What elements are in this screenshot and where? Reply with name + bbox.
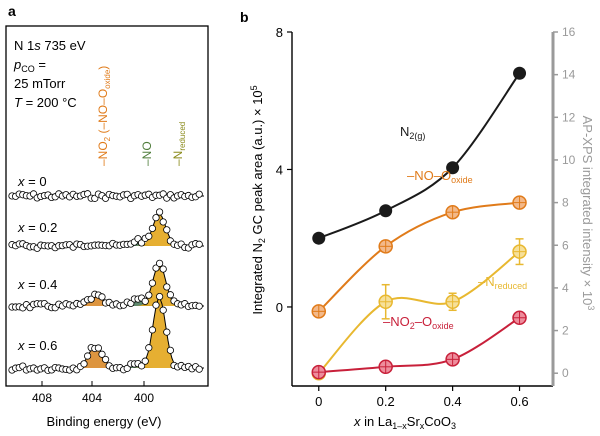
spectrum-label-x0: x = 0: [17, 174, 47, 189]
spectrum-data-point: [166, 291, 174, 299]
spectrum-data-point: [195, 190, 203, 198]
spectrum-data-point: [80, 360, 88, 368]
a-xlabel: Binding energy (eV): [47, 414, 162, 429]
chart-axes: 8 4 0 16 14 12 10 8 6 4 2 0 0 0.2 0.4 0.6: [276, 25, 576, 409]
spectrum-data-point: [159, 306, 167, 314]
y-right-tick-label: 12: [562, 110, 576, 124]
spectrum-data-point: [159, 218, 167, 226]
conditions-line-4: T = 200 °C: [14, 95, 77, 110]
series-line-no-oxide: [318, 201, 520, 313]
spectrum-data-point: [145, 291, 153, 299]
chart-series: [311, 66, 527, 381]
spectrum-data-point: [195, 302, 203, 310]
y-right-tick-label: 2: [562, 324, 569, 338]
peak-label-no2: –NO2 (–NO–Ooxide): [96, 66, 112, 166]
spectrum-data-point: [148, 224, 156, 233]
series-line-no2-oxide: [318, 316, 521, 374]
y-left-tick-label: 8: [276, 25, 283, 40]
peak-fill-nreduced: [10, 214, 204, 246]
y-right-tick-label: 10: [562, 153, 576, 167]
x-tick-label: 0.4: [444, 394, 462, 409]
conditions-line-2: pCO =: [13, 57, 46, 74]
spectrum-data-point: [138, 362, 146, 370]
spectrum-data-point: [141, 297, 149, 305]
spectrum-data-point: [152, 214, 160, 222]
y-left-tick-label: 4: [276, 162, 283, 177]
series-label-no-oxide: –NO–Ooxide: [407, 168, 473, 185]
y-right-tick-label: 8: [562, 196, 569, 210]
series-label-no2-oxide: –NO2–Ooxide: [383, 314, 454, 331]
series-label-nreduced: –Nreduced: [478, 274, 527, 291]
spectrum-data-point: [156, 259, 164, 267]
conditions-line-3: 25 mTorr: [14, 76, 66, 91]
spectrum-data-point: [98, 293, 106, 301]
x-tick-label: 0.6: [510, 394, 528, 409]
y-left-tick-label: 0: [276, 300, 283, 315]
spectrum-data-point: [163, 283, 171, 291]
spectrum-data-point: [148, 326, 156, 334]
spectrum-data-point: [159, 265, 167, 273]
spectrum-data-point: [141, 357, 149, 365]
y-right-tick-label: 4: [562, 281, 569, 295]
series-label-n2: N2(g): [400, 124, 425, 141]
peak-fill-nreduced: [10, 298, 204, 368]
spectrum-data-point: [156, 208, 164, 216]
a-xtick-label-408: 408: [32, 391, 52, 405]
y-right-tick-label: 0: [562, 366, 569, 380]
data-point-n2: [312, 231, 326, 245]
x-axis-label: x in La1–xSrxCoO3: [353, 414, 456, 431]
x-tick-label: 0: [315, 394, 322, 409]
y-right-tick-label: 16: [562, 25, 576, 39]
spectrum-data-point: [98, 350, 106, 358]
series-line-n2: [318, 72, 521, 240]
spectrum-data-point: [163, 328, 171, 336]
spectrum-data-point: [84, 352, 92, 360]
xps-spectra: [8, 190, 204, 374]
spectrum-data-point: [152, 264, 160, 272]
panel-b-label: b: [240, 9, 249, 25]
spectrum-data-point: [152, 301, 160, 309]
peak-fill-nreduced: [10, 264, 204, 306]
peak-label-no: –NO: [140, 141, 154, 166]
y-axis-right-label: AP-XPS integrated intensity × 103: [580, 116, 596, 311]
a-xtick-label-404: 404: [82, 391, 102, 405]
y-right-tick-label: 6: [562, 238, 569, 252]
spectrum-data-point: [166, 346, 174, 354]
panel-a-label: a: [8, 3, 16, 19]
spectrum-data-point: [87, 295, 95, 303]
spectrum-data-point: [102, 355, 110, 364]
y-right-tick-label: 14: [562, 68, 576, 82]
y-axis-left-label: Integrated N2 GC peak area (a.u.) × 105: [249, 85, 267, 314]
spectrum-data-point: [145, 232, 153, 240]
x-tick-label: 0.2: [377, 394, 395, 409]
a-xtick-label-400: 400: [134, 391, 154, 405]
data-point-n2: [513, 66, 527, 80]
spectrum-data-point: [145, 344, 153, 352]
panel-a-frame: [5, 25, 209, 387]
data-point-n2: [446, 161, 460, 175]
spectrum-data-point: [94, 344, 103, 352]
spectrum-data-point: [163, 226, 171, 234]
spectrum-data-point: [195, 240, 203, 248]
spectrum-label-x02: x = 0.2: [17, 220, 57, 235]
spectrum-label-x06: x = 0.6: [17, 338, 57, 353]
conditions-line-1: N 1s 735 eV: [14, 38, 86, 53]
spectrum-data-point: [195, 365, 203, 373]
spectrum-label-x04: x = 0.4: [17, 277, 57, 292]
spectrum-data-point: [148, 279, 156, 287]
spectrum-data-point: [156, 292, 164, 301]
peak-label-nreduced: –Nreduced: [171, 122, 187, 166]
data-point-n2: [379, 204, 393, 218]
series-line-nreduced: [318, 250, 521, 374]
